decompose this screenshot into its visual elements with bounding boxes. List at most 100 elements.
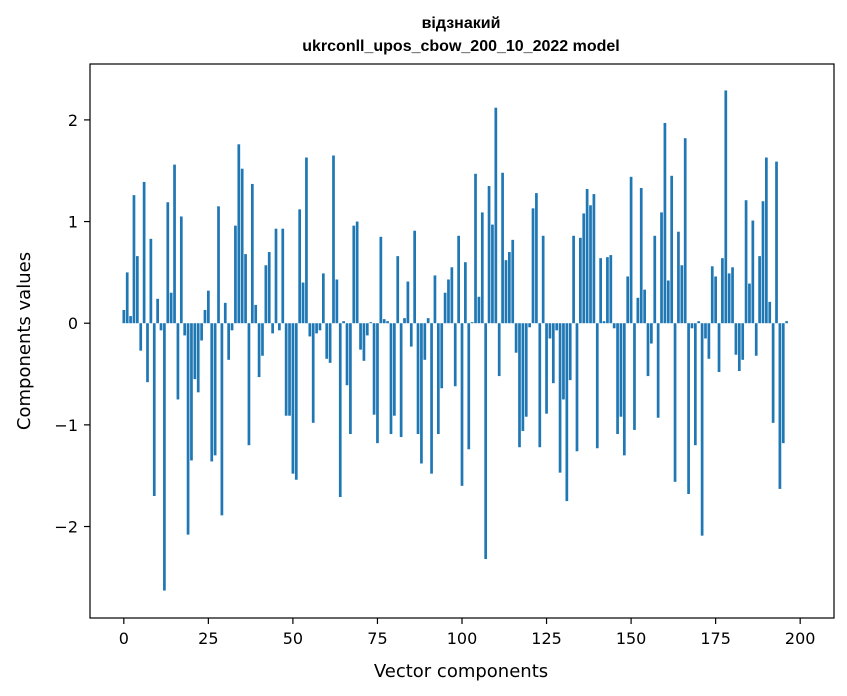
y-tick-label: −2: [54, 518, 78, 537]
bar-193: [775, 161, 778, 324]
bar-1: [125, 272, 129, 324]
bar-156: [650, 323, 653, 344]
bar-128: [555, 323, 559, 331]
bar-94: [440, 323, 444, 389]
bar-96: [447, 279, 450, 324]
bar-52: [298, 209, 302, 324]
y-axis-label: Components values: [14, 252, 35, 430]
bar-181: [734, 323, 738, 355]
bar-144: [609, 255, 613, 324]
bar-134: [575, 323, 579, 452]
chart-title-line-1: відзнакий: [422, 15, 501, 32]
bar-148: [622, 323, 626, 456]
y-axis-ticks: −2 −1 0 1 2: [54, 111, 90, 537]
bar-154: [643, 289, 646, 324]
bar-19: [186, 323, 190, 535]
bar-66: [345, 323, 349, 386]
bar-131: [565, 323, 569, 502]
bar-149: [626, 276, 630, 324]
bar-46: [278, 323, 281, 331]
bar-42: [264, 265, 268, 324]
bar-40: [257, 323, 261, 378]
bar-105: [477, 296, 481, 324]
x-tick-label: 100: [447, 629, 478, 648]
bar-159: [660, 212, 663, 324]
bar-97: [450, 267, 454, 324]
bar-104: [474, 173, 477, 324]
bar-190: [765, 157, 768, 324]
bar-71: [362, 323, 366, 361]
x-tick-label: 50: [283, 629, 303, 648]
y-tick-label: 0: [68, 314, 78, 333]
bar-87: [416, 323, 420, 435]
bar-118: [521, 323, 525, 431]
bar-38: [250, 183, 254, 324]
bar-167: [687, 323, 690, 494]
bar-81: [396, 256, 400, 324]
bar-51: [294, 323, 298, 480]
bar-26: [210, 323, 214, 462]
bar-62: [332, 155, 335, 324]
bar-163: [673, 323, 677, 482]
bar-21: [193, 323, 197, 380]
bar-113: [504, 260, 508, 324]
x-tick-label: 75: [367, 629, 387, 648]
bar-124: [541, 235, 545, 324]
bar-58: [318, 323, 322, 331]
bar-111: [497, 323, 501, 377]
bar-18: [183, 323, 187, 336]
bar-series: [122, 90, 789, 591]
bar-80: [393, 323, 396, 416]
bar-33: [234, 225, 237, 324]
bar-102: [467, 323, 471, 450]
bar-174: [710, 266, 714, 324]
bar-194: [778, 323, 782, 489]
bar-63: [335, 279, 339, 324]
bar-8: [149, 238, 153, 324]
bar-67: [349, 323, 352, 435]
bar-186: [751, 220, 755, 324]
bar-121: [531, 208, 535, 324]
bar-127: [551, 323, 555, 384]
bar-171: [700, 323, 704, 536]
bar-158: [656, 323, 660, 418]
y-tick-label: 2: [68, 111, 78, 130]
bar-70: [359, 323, 362, 350]
bar-48: [284, 323, 288, 416]
bar-4: [135, 256, 139, 324]
bar-32: [230, 323, 234, 331]
x-tick-label: 25: [198, 629, 218, 648]
bar-189: [761, 201, 765, 324]
bar-50: [291, 323, 295, 474]
bar-75: [376, 323, 379, 444]
bar-143: [606, 257, 609, 324]
bar-31: [227, 323, 231, 360]
bar-16: [176, 323, 180, 400]
bar-109: [491, 224, 494, 324]
bar-7: [146, 323, 149, 383]
bar-78: [386, 321, 389, 324]
bar-43: [267, 252, 271, 324]
bar-136: [582, 213, 586, 324]
bar-68: [352, 225, 356, 324]
bar-178: [724, 90, 728, 324]
bar-25: [207, 290, 210, 324]
bar-55: [308, 323, 312, 337]
bar-22: [196, 323, 200, 393]
bar-61: [328, 323, 332, 363]
bar-28: [217, 206, 220, 324]
bar-29: [220, 323, 224, 516]
bar-119: [524, 323, 528, 417]
bar-5: [139, 323, 143, 351]
bar-114: [507, 252, 511, 324]
bar-164: [677, 231, 680, 324]
bar-20: [190, 323, 193, 461]
bar-157: [653, 235, 657, 324]
bar-107: [484, 323, 488, 560]
bar-184: [744, 200, 748, 324]
bar-2: [129, 316, 132, 324]
bar-155: [646, 323, 650, 377]
bar-169: [693, 323, 697, 446]
bar-116: [514, 323, 518, 353]
